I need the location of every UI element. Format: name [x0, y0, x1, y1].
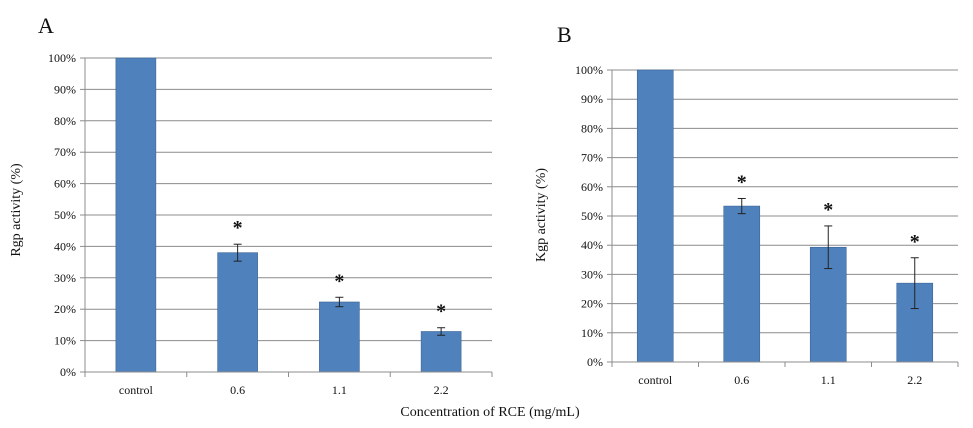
panel-a-xtick-label: 1.1	[332, 383, 347, 397]
panel-a-ytick-label: 40%	[54, 239, 76, 253]
panel-b-significance-marker: *	[823, 199, 833, 221]
panel-a-xtick-label: 2.2	[434, 383, 449, 397]
panel-b-bar-0.6	[723, 205, 761, 363]
panel-a-ylabel: Rgp activity (%)	[9, 163, 24, 257]
panel-a-bar-control	[115, 57, 157, 373]
shared-xlabel: Concentration of RCE (mg/mL)	[400, 405, 580, 420]
panel-a-chart: A Rgp activity (%) * * * 0% 10% 20% 30% 40% 50%…	[9, 13, 493, 397]
panel-a-ticks: 0% 10% 20% 30% 40% 50% 60% 70% 80% 90% 100% control…	[48, 51, 493, 397]
panel-a-bar-0.6	[217, 252, 258, 373]
panel-a-ytick-label: 0%	[60, 365, 76, 379]
panel-b-significance-marker: *	[737, 171, 747, 193]
panel-a-ytick-label: 20%	[54, 302, 76, 316]
panel-a-xtick-label: 0.6	[230, 383, 245, 397]
panel-b-xtick-label: 1.1	[821, 373, 836, 387]
panel-b-ytick-label: 80%	[581, 121, 603, 135]
panel-b-letter: B	[557, 22, 572, 47]
panel-b-bars: * * *	[636, 69, 934, 363]
panel-b-ylabel: Kgp activity (%)	[534, 168, 549, 262]
panel-a-significance-marker: *	[436, 301, 446, 323]
panel-b-xtick-label: 0.6	[734, 373, 749, 387]
panel-b-ytick-label: 70%	[581, 151, 603, 165]
panel-b-ytick-label: 30%	[581, 267, 603, 281]
panel-b-significance-marker: *	[910, 231, 920, 253]
panel-a-ytick-label: 70%	[54, 145, 76, 159]
panel-a-xtick-label: control	[119, 383, 154, 397]
panel-a-bars: * * *	[115, 57, 462, 373]
panel-b-xtick-label: control	[638, 373, 673, 387]
panel-a-ytick-label: 10%	[54, 334, 76, 348]
panel-b-ytick-label: 10%	[581, 326, 603, 340]
panel-a-bar-2.2	[420, 331, 462, 373]
panel-a-bar-1.1	[319, 301, 360, 373]
panel-b-bar-control	[636, 69, 674, 363]
panel-b-ytick-label: 0%	[587, 355, 603, 369]
panel-a-ytick-label: 60%	[54, 177, 76, 191]
panel-b-xtick-label: 2.2	[907, 373, 922, 387]
panel-b-ytick-label: 50%	[581, 209, 603, 223]
panel-b-ticks: 0% 10% 20% 30% 40% 50% 60% 70% 80% 90% 100% control…	[575, 63, 959, 387]
panel-b-ytick-label: 60%	[581, 180, 603, 194]
panel-b-ytick-label: 40%	[581, 238, 603, 252]
panel-a-ytick-label: 50%	[54, 208, 76, 222]
panel-a-ytick-label: 100%	[48, 51, 76, 65]
panel-a-ytick-label: 30%	[54, 271, 76, 285]
panel-b-ytick-label: 20%	[581, 297, 603, 311]
panel-b-chart: B Kgp activity (%) * * * 0% 10% 20% 30% 40% 50%…	[534, 22, 959, 387]
panel-a-ytick-label: 80%	[54, 114, 76, 128]
panel-a-significance-marker: *	[233, 217, 243, 239]
panel-b-ytick-label: 100%	[575, 63, 603, 77]
panel-a-letter: A	[38, 13, 54, 38]
panel-b-ytick-label: 90%	[581, 92, 603, 106]
panel-a-ytick-label: 90%	[54, 82, 76, 96]
panel-a-significance-marker: *	[334, 270, 344, 292]
